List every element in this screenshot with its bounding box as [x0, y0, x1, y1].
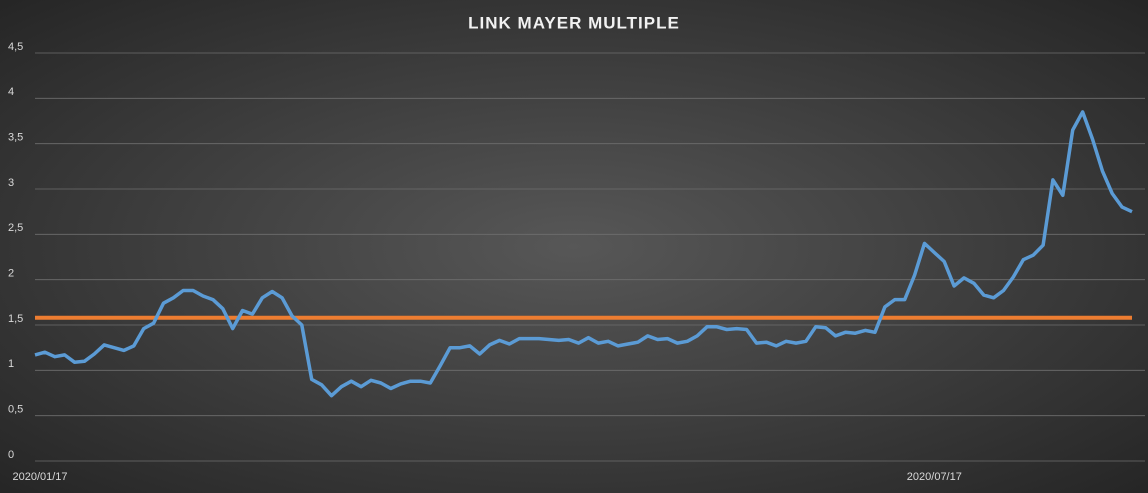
x-tick-label: 2020/01/17: [12, 471, 67, 483]
y-tick-label: 0,5: [8, 404, 23, 416]
y-tick-label: 3,5: [8, 132, 23, 144]
y-tick-label: 0: [8, 449, 14, 461]
y-tick-label: 1: [8, 358, 14, 370]
y-tick-label: 4: [8, 86, 14, 98]
y-tick-label: 3: [8, 177, 14, 189]
chart-title: LINK MAYER MULTIPLE: [468, 13, 680, 32]
x-tick-label: 2020/07/17: [907, 471, 962, 483]
y-tick-label: 1,5: [8, 313, 23, 325]
y-tick-label: 2: [8, 268, 14, 280]
y-tick-label: 4,5: [8, 41, 23, 53]
data-line: [34, 110, 1133, 398]
y-tick-label: 2,5: [8, 222, 23, 234]
